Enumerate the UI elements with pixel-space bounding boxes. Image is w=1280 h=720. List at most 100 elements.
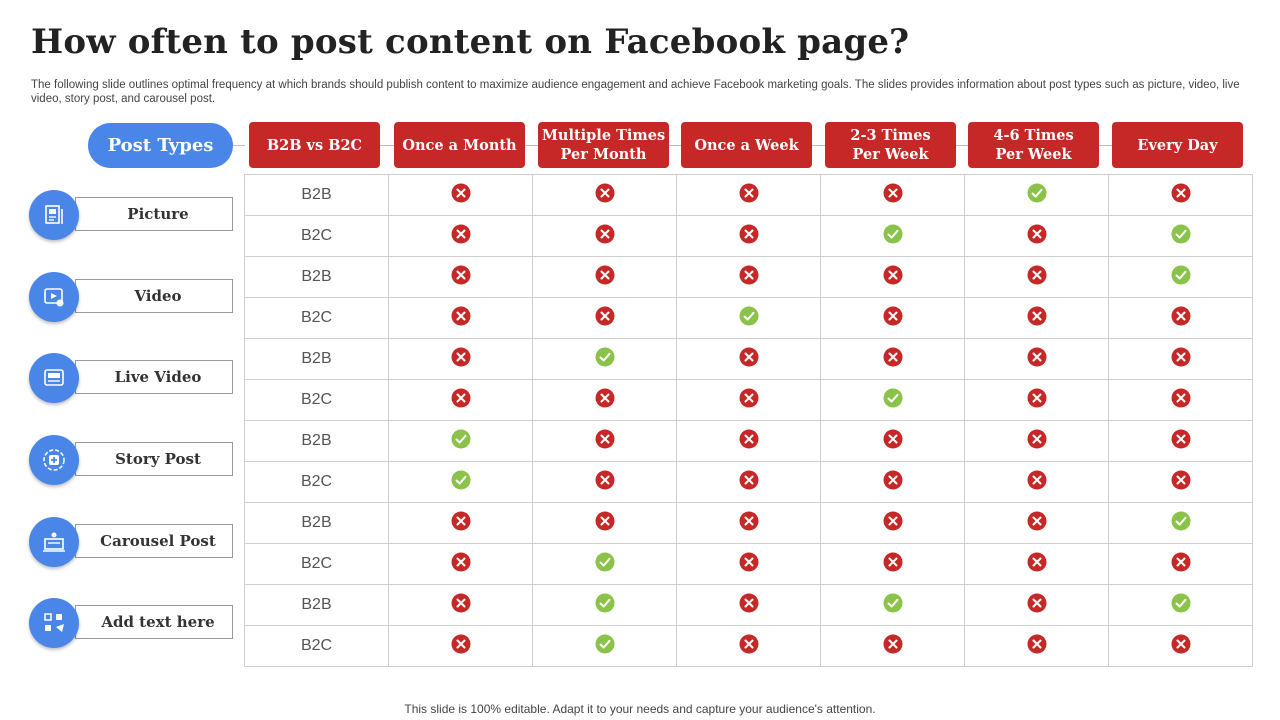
frequency-cell — [964, 338, 1109, 380]
check-icon — [739, 306, 759, 331]
header-connector — [956, 145, 968, 146]
frequency-cell — [820, 174, 965, 216]
cross-icon — [883, 429, 903, 454]
frequency-cell — [388, 420, 533, 462]
cross-icon — [1027, 265, 1047, 290]
segment-cell: B2C — [244, 215, 389, 257]
segment-cell: B2C — [244, 543, 389, 585]
segment-cell: B2C — [244, 625, 389, 667]
table-row: B2B — [244, 502, 1253, 544]
frequency-cell — [532, 584, 677, 626]
cross-icon — [1171, 429, 1191, 454]
header-connector — [812, 145, 825, 146]
frequency-cell — [532, 379, 677, 421]
post-type-item: Carousel Post — [29, 517, 234, 567]
frequency-cell — [532, 215, 677, 257]
frequency-table: B2B B2C B2B B2C B2B B2C B2B B2C B2B B2C B2B B2C — [244, 174, 1253, 667]
frequency-cell — [964, 420, 1109, 462]
frequency-cell — [676, 420, 821, 462]
segment-cell: B2B — [244, 256, 389, 298]
cross-icon — [451, 183, 471, 208]
check-icon — [883, 224, 903, 249]
column-header: 4-6 Times Per Week — [968, 122, 1099, 168]
segment-cell: B2C — [244, 379, 389, 421]
header-connector — [1099, 145, 1112, 146]
cross-icon — [595, 511, 615, 536]
column-header: Once a Month — [394, 122, 525, 168]
header-connector — [669, 145, 681, 146]
frequency-cell — [820, 297, 965, 339]
frequency-cell — [676, 543, 821, 585]
cross-icon — [1027, 634, 1047, 659]
frequency-cell — [964, 215, 1109, 257]
frequency-cell — [676, 338, 821, 380]
check-icon — [1027, 183, 1047, 208]
post-type-label: Video — [75, 279, 233, 313]
frequency-cell — [964, 625, 1109, 667]
frequency-cell — [1108, 215, 1253, 257]
frequency-cell — [388, 502, 533, 544]
frequency-cell — [1108, 379, 1253, 421]
frequency-cell — [820, 502, 965, 544]
check-icon — [883, 593, 903, 618]
cross-icon — [739, 224, 759, 249]
cross-icon — [1171, 347, 1191, 372]
frequency-cell — [820, 215, 965, 257]
frequency-cell — [820, 461, 965, 503]
post-type-label: Story Post — [75, 442, 233, 476]
frequency-cell — [1108, 461, 1253, 503]
check-icon — [595, 552, 615, 577]
cross-icon — [595, 306, 615, 331]
frequency-cell — [1108, 420, 1253, 462]
cross-icon — [1027, 224, 1047, 249]
cross-icon — [1171, 388, 1191, 413]
cross-icon — [883, 470, 903, 495]
frequency-cell — [964, 297, 1109, 339]
frequency-cell — [1108, 338, 1253, 380]
cross-icon — [595, 470, 615, 495]
frequency-cell — [820, 420, 965, 462]
check-icon — [595, 593, 615, 618]
cross-icon — [739, 183, 759, 208]
frequency-cell — [676, 584, 821, 626]
cross-icon — [739, 593, 759, 618]
frequency-cell — [964, 256, 1109, 298]
cross-icon — [451, 224, 471, 249]
picture-icon — [29, 190, 79, 240]
story-post-icon — [29, 435, 79, 485]
frequency-cell — [964, 584, 1109, 626]
frequency-cell — [532, 543, 677, 585]
segment-cell: B2B — [244, 338, 389, 380]
live-video-icon — [29, 353, 79, 403]
cross-icon — [883, 511, 903, 536]
cross-icon — [1171, 470, 1191, 495]
check-icon — [1171, 265, 1191, 290]
segment-cell: B2B — [244, 584, 389, 626]
cross-icon — [739, 470, 759, 495]
cross-icon — [595, 265, 615, 290]
frequency-cell — [820, 256, 965, 298]
frequency-cell — [532, 420, 677, 462]
frequency-cell — [676, 502, 821, 544]
column-header: Every Day — [1112, 122, 1243, 168]
cross-icon — [595, 224, 615, 249]
cross-icon — [739, 429, 759, 454]
frequency-cell — [388, 379, 533, 421]
column-header: Multiple Times Per Month — [538, 122, 669, 168]
frequency-cell — [1108, 297, 1253, 339]
segment-cell: B2B — [244, 420, 389, 462]
frequency-cell — [676, 461, 821, 503]
segment-cell: B2C — [244, 461, 389, 503]
frequency-cell — [1108, 543, 1253, 585]
cross-icon — [1171, 306, 1191, 331]
frequency-cell — [532, 338, 677, 380]
cross-icon — [739, 265, 759, 290]
check-icon — [1171, 593, 1191, 618]
page-title: How often to post content on Facebook pa… — [31, 22, 910, 62]
cross-icon — [739, 347, 759, 372]
cross-icon — [1027, 552, 1047, 577]
frequency-cell — [388, 461, 533, 503]
post-type-item: Video — [29, 272, 234, 322]
cross-icon — [883, 306, 903, 331]
frequency-cell — [532, 297, 677, 339]
